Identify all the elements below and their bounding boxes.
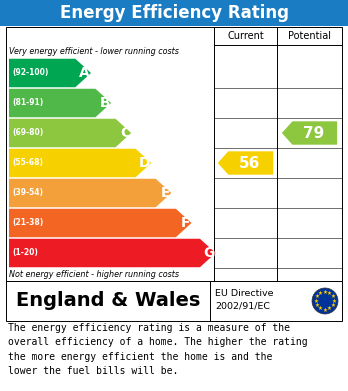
Polygon shape <box>9 149 151 177</box>
Text: ★: ★ <box>315 294 320 299</box>
Text: F: F <box>181 216 190 230</box>
Circle shape <box>312 288 338 314</box>
Text: C: C <box>120 126 130 140</box>
Text: Energy Efficiency Rating: Energy Efficiency Rating <box>60 4 288 22</box>
Text: (69-80): (69-80) <box>12 129 43 138</box>
Text: ★: ★ <box>327 291 332 296</box>
Polygon shape <box>9 209 191 237</box>
Bar <box>0 0 348 26</box>
Text: Very energy efficient - lower running costs: Very energy efficient - lower running co… <box>9 47 179 56</box>
Text: E: E <box>161 186 171 200</box>
Text: Not energy efficient - higher running costs: Not energy efficient - higher running co… <box>9 270 179 279</box>
Text: ★: ★ <box>318 291 323 296</box>
Text: ★: ★ <box>318 306 323 311</box>
Text: Current: Current <box>227 31 264 41</box>
Text: D: D <box>139 156 150 170</box>
Text: ★: ★ <box>323 289 327 294</box>
Text: (92-100): (92-100) <box>12 68 48 77</box>
Text: 56: 56 <box>239 156 260 170</box>
Text: England & Wales: England & Wales <box>16 292 200 310</box>
Polygon shape <box>282 121 337 145</box>
Text: Potential: Potential <box>288 31 331 41</box>
Text: A: A <box>79 66 90 80</box>
Text: 79: 79 <box>303 126 324 140</box>
Text: ★: ★ <box>332 298 337 303</box>
Text: (1-20): (1-20) <box>12 249 38 258</box>
Polygon shape <box>9 89 111 117</box>
Text: (81-91): (81-91) <box>12 99 43 108</box>
Text: ★: ★ <box>314 298 318 303</box>
Text: ★: ★ <box>323 307 327 312</box>
Text: ★: ★ <box>327 306 332 311</box>
Polygon shape <box>9 119 131 147</box>
Text: (21-38): (21-38) <box>12 219 43 228</box>
Bar <box>6 27 342 281</box>
Text: B: B <box>100 96 110 110</box>
Text: The energy efficiency rating is a measure of the
overall efficiency of a home. T: The energy efficiency rating is a measur… <box>8 323 308 376</box>
Text: ★: ★ <box>330 303 335 308</box>
Text: (39-54): (39-54) <box>12 188 43 197</box>
Text: EU Directive
2002/91/EC: EU Directive 2002/91/EC <box>215 289 274 311</box>
Text: ★: ★ <box>330 294 335 299</box>
Text: ★: ★ <box>315 303 320 308</box>
Polygon shape <box>9 179 172 207</box>
Text: (55-68): (55-68) <box>12 158 43 167</box>
Text: G: G <box>203 246 215 260</box>
Polygon shape <box>9 239 216 267</box>
Polygon shape <box>218 151 273 175</box>
Polygon shape <box>9 59 91 87</box>
Bar <box>6 281 342 321</box>
